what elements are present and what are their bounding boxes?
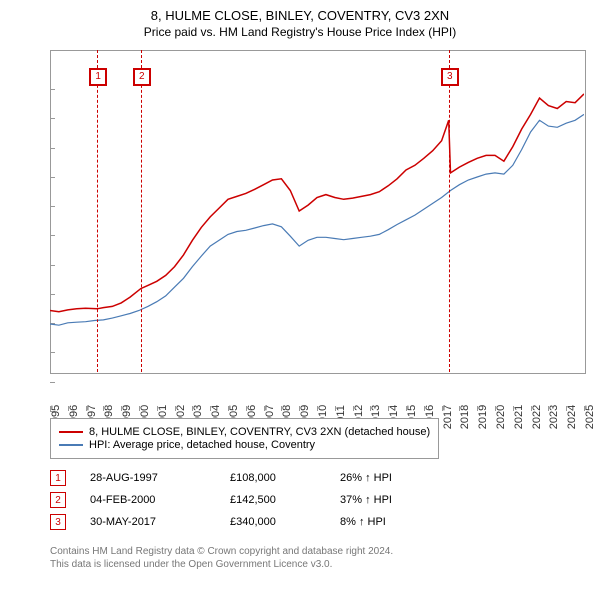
sale-id-box: 2 xyxy=(50,492,66,508)
sale-price: £340,000 xyxy=(230,516,276,528)
sale-row: 1 28-AUG-1997 £108,000 26% ↑ HPI xyxy=(50,470,570,486)
series-line xyxy=(50,114,584,325)
sale-hpi: 26% ↑ HPI xyxy=(340,472,392,484)
attribution: Contains HM Land Registry data © Crown c… xyxy=(50,545,393,571)
legend-item: HPI: Average price, detached house, Cove… xyxy=(59,439,430,451)
sale-id-box: 3 xyxy=(50,514,66,530)
sale-price: £108,000 xyxy=(230,472,276,484)
sale-hpi: 8% ↑ HPI xyxy=(340,516,386,528)
sale-row: 2 04-FEB-2000 £142,500 37% ↑ HPI xyxy=(50,492,570,508)
legend-item: 8, HULME CLOSE, BINLEY, COVENTRY, CV3 2X… xyxy=(59,426,430,438)
attribution-line: Contains HM Land Registry data © Crown c… xyxy=(50,545,393,558)
sale-price: £142,500 xyxy=(230,494,276,506)
legend-swatch xyxy=(59,431,83,433)
sale-marker-line xyxy=(97,50,98,372)
sale-date: 28-AUG-1997 xyxy=(90,472,158,484)
sale-hpi: 37% ↑ HPI xyxy=(340,494,392,506)
sale-marker-line xyxy=(449,50,450,372)
attribution-line: This data is licensed under the Open Gov… xyxy=(50,558,393,571)
sale-id-box: 1 xyxy=(50,470,66,486)
sale-marker-box: 1 xyxy=(89,68,107,86)
sale-marker-line xyxy=(141,50,142,372)
chart-container: 8, HULME CLOSE, BINLEY, COVENTRY, CV3 2X… xyxy=(0,0,600,590)
legend-label: 8, HULME CLOSE, BINLEY, COVENTRY, CV3 2X… xyxy=(89,426,430,438)
sale-marker-box: 3 xyxy=(441,68,459,86)
legend-swatch xyxy=(59,444,83,446)
legend-label: HPI: Average price, detached house, Cove… xyxy=(89,439,315,451)
sale-date: 04-FEB-2000 xyxy=(90,494,155,506)
sale-row: 3 30-MAY-2017 £340,000 8% ↑ HPI xyxy=(50,514,570,530)
sale-marker-box: 2 xyxy=(133,68,151,86)
series-line xyxy=(50,94,584,312)
legend: 8, HULME CLOSE, BINLEY, COVENTRY, CV3 2X… xyxy=(50,418,439,459)
sale-date: 30-MAY-2017 xyxy=(90,516,156,528)
